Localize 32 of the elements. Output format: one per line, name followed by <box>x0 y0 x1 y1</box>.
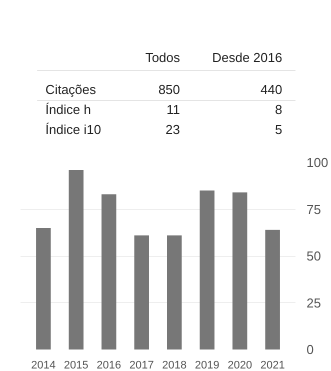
y-tick-label: 100 <box>306 155 328 170</box>
text: 11 <box>166 102 180 117</box>
y-tick-label: 50 <box>306 248 321 264</box>
text: Citações <box>45 82 97 97</box>
text: Índice h <box>45 102 91 117</box>
y-tick-label: 0 <box>306 342 314 357</box>
text: Todos <box>145 50 181 65</box>
bar <box>200 190 214 350</box>
x-tick-label: 2021 <box>260 360 285 371</box>
x-tick-label: 2016 <box>96 360 122 371</box>
bar <box>36 228 51 350</box>
text: 23 <box>166 122 180 137</box>
bar <box>167 235 182 350</box>
text: Desde 2016 <box>212 50 282 65</box>
x-tick-label: 2019 <box>194 360 220 371</box>
text: Índice i10 <box>45 122 102 137</box>
x-tick-label: 2017 <box>129 360 154 371</box>
y-tick-label: 75 <box>306 202 321 217</box>
x-tick-label: 2014 <box>31 360 56 371</box>
x-tick-label: 2020 <box>228 360 252 371</box>
x-tick-label: 2018 <box>162 360 187 371</box>
text: 850 <box>158 82 180 97</box>
bar <box>265 230 280 350</box>
text: 440 <box>260 82 282 97</box>
bar <box>102 194 116 350</box>
bar <box>232 192 248 350</box>
x-tick-label: 2015 <box>64 360 88 371</box>
text: 5 <box>274 122 282 137</box>
text: 8 <box>274 102 282 117</box>
bar <box>68 170 84 350</box>
bar <box>134 235 149 350</box>
y-tick-label: 25 <box>306 295 321 310</box>
